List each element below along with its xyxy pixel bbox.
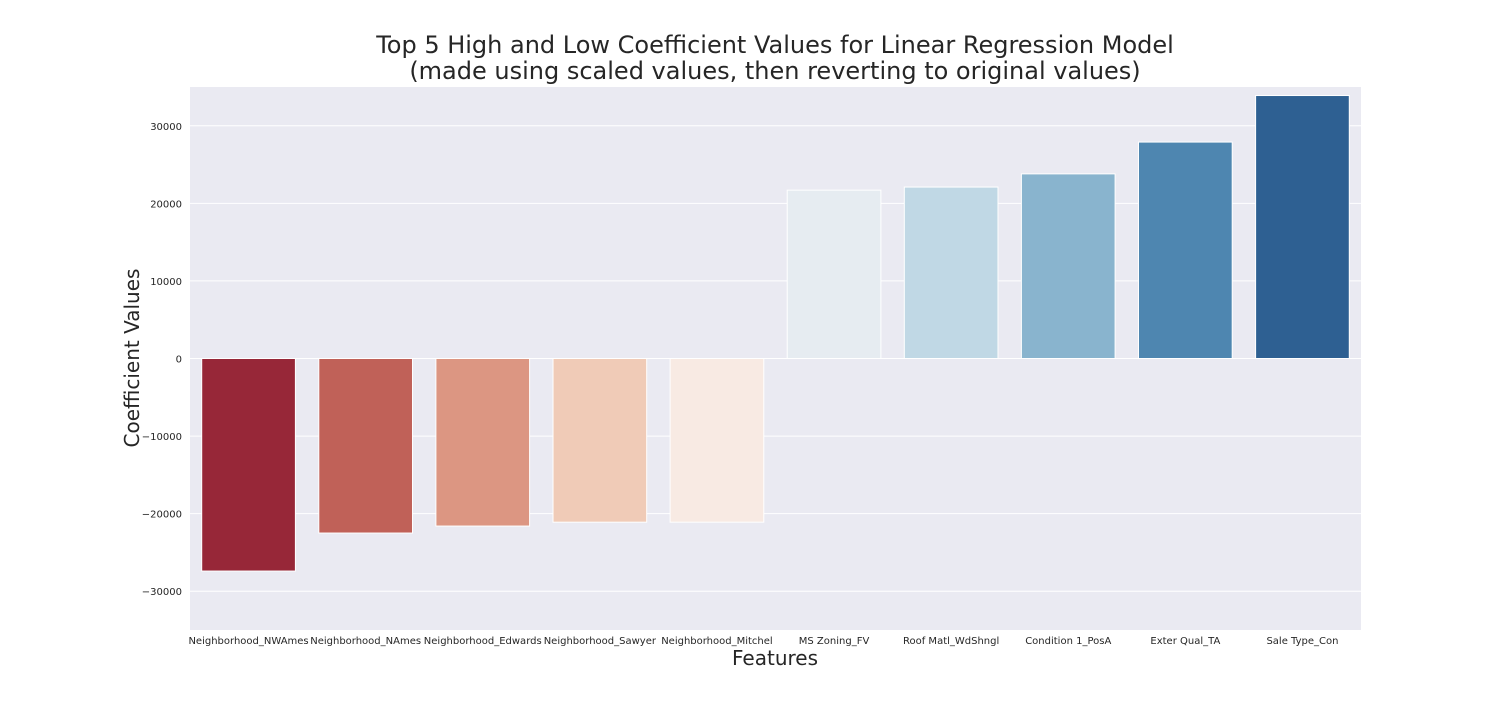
- y-tick-labels: −30000 −20000 −10000 0 10000 20000 30000: [142, 122, 182, 598]
- chart-title: Top 5 High and Low Coefficient Values fo…: [376, 31, 1174, 59]
- bar: [1020, 173, 1116, 359]
- bar: [1138, 141, 1233, 359]
- y-tick-label: 30000: [150, 122, 182, 133]
- y-tick-label: 20000: [150, 199, 182, 210]
- y-tick-label: 0: [176, 355, 182, 366]
- x-tick-label: Neighborhood_Mitchel: [661, 636, 773, 647]
- y-tick-label: −30000: [142, 587, 182, 598]
- x-tick-label: Neighborhood_Edwards: [424, 636, 542, 647]
- x-tick-label: Sale Type_Con: [1266, 636, 1338, 647]
- x-tick-label: Neighborhood_NAmes: [310, 636, 421, 647]
- y-axis-label: Coefficient Values: [120, 268, 144, 448]
- bar: [201, 358, 296, 572]
- y-tick-label: −10000: [142, 432, 182, 443]
- x-tick-label: MS Zoning_FV: [799, 636, 870, 647]
- bar: [669, 358, 765, 523]
- y-tick-label: 10000: [150, 277, 182, 288]
- x-tick-label: Exter Qual_TA: [1150, 636, 1220, 647]
- bar: [318, 358, 413, 534]
- bar: [1255, 95, 1350, 359]
- bar: [552, 358, 648, 523]
- bars: [201, 95, 1350, 572]
- x-axis-label: Features: [732, 646, 818, 670]
- x-tick-label: Roof Matl_WdShngl: [903, 636, 999, 647]
- bar: [435, 358, 531, 527]
- x-tick-labels: Neighborhood_NWAmes Neighborhood_NAmes Nei…: [188, 636, 1338, 647]
- bar: [786, 189, 882, 359]
- x-tick-label: Neighborhood_Sawyer: [544, 636, 657, 647]
- y-tick-label: −20000: [142, 510, 182, 521]
- x-tick-label: Neighborhood_NWAmes: [188, 636, 308, 647]
- x-tick-label: Condition 1_PosA: [1025, 636, 1111, 647]
- bar: [903, 186, 999, 359]
- chart-subtitle: (made using scaled values, then revertin…: [409, 57, 1141, 85]
